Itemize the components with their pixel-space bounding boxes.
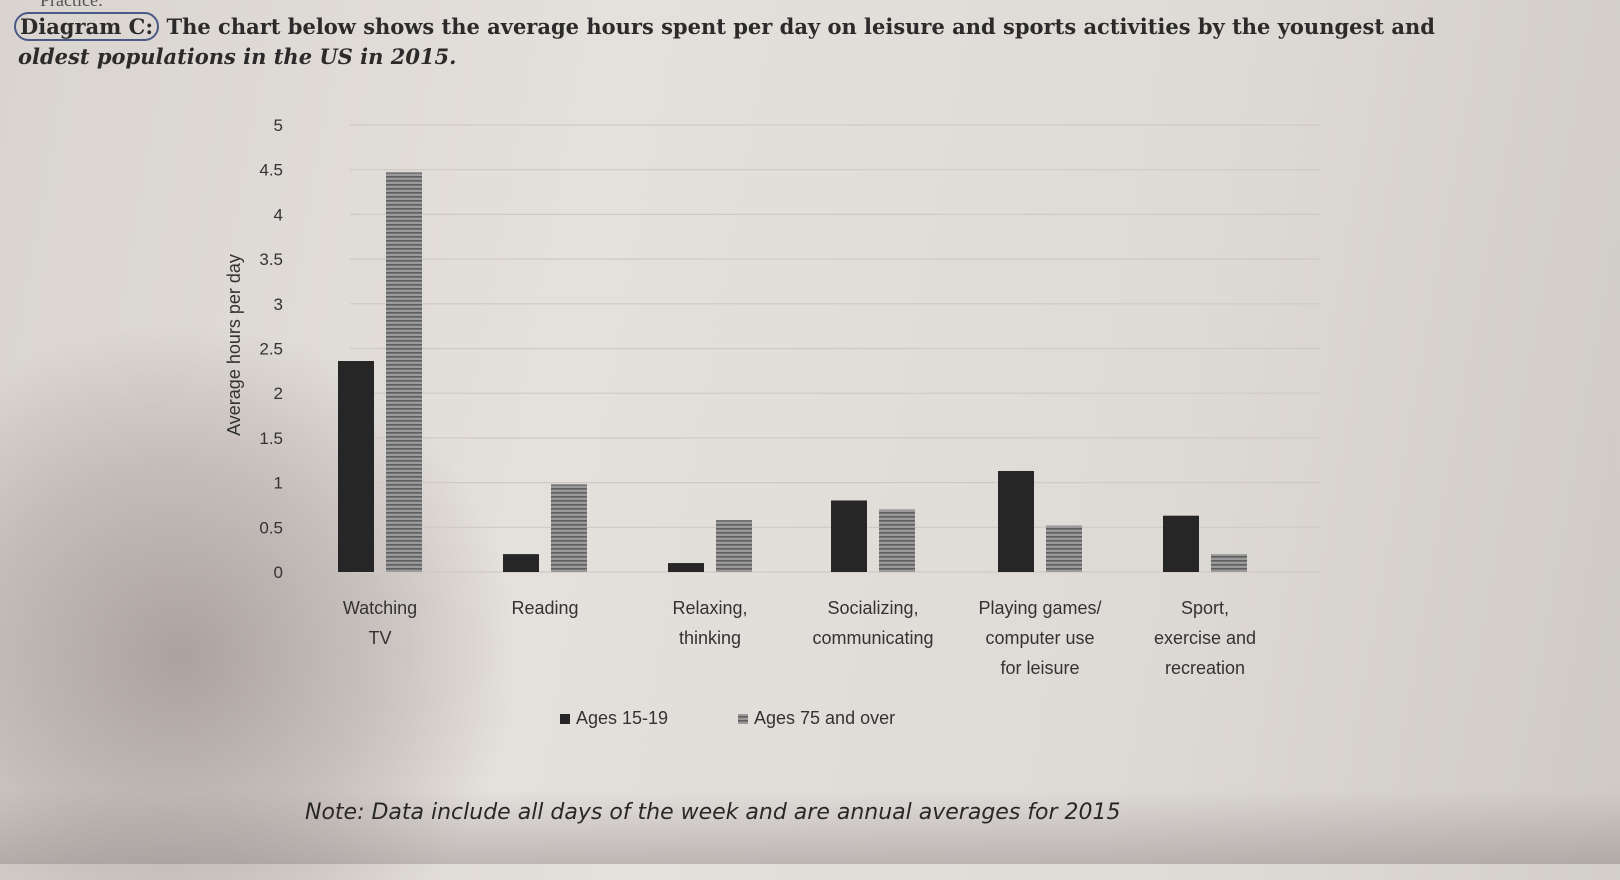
bar-ages-75-and-over [879,509,915,572]
y-tick-label: 1.5 [259,429,283,448]
bar-ages-75-and-over [386,172,422,572]
y-axis-ticks: 0 0.5 1 1.5 2 2.5 3 3.5 4 4.5 5 [259,116,283,582]
x-category-label: Relaxing, [672,598,747,618]
legend-label-ages-15-19: Ages 15-19 [576,708,668,728]
bar-ages-15-19 [338,361,374,572]
y-tick-label: 3 [274,295,283,314]
x-category-label: Playing games/ [978,598,1101,618]
legend-swatch-ages-15-19 [560,714,570,724]
x-axis-labels: Watching TV Reading Relaxing, thinking Social… [343,598,1256,678]
bars [338,172,1247,572]
caption-text-line2: oldest populations in the US in 2015. [18,44,457,69]
legend-label-ages-75-and-over: Ages 75 and over [754,708,895,728]
y-tick-label: 5 [274,116,283,135]
x-category-label: recreation [1165,658,1245,678]
bar-ages-15-19 [831,500,867,572]
x-category-label: Sport, [1181,598,1229,618]
x-category-label: exercise and [1154,628,1256,648]
y-tick-label: 3.5 [259,250,283,269]
bar-ages-75-and-over [1211,554,1247,572]
bar-ages-75-and-over [716,520,752,572]
y-tick-label: 2 [274,384,283,403]
y-axis-title: Average hours per day [224,254,244,436]
x-category-label: Reading [511,598,578,618]
caption-text: The chart below shows the average hours … [159,14,1435,39]
x-category-label: thinking [679,628,741,648]
y-tick-label: 1 [274,474,283,493]
legend: Ages 15-19 Ages 75 and over [560,708,895,728]
legend-swatch-ages-75-and-over [738,714,748,724]
bar-ages-15-19 [1163,515,1199,572]
caption-lead: Diagram C: [14,12,160,41]
x-category-label: communicating [812,628,933,648]
chart-note: Note: Data include all days of the week … [305,800,1121,825]
diagram-caption: Diagram C: The chart below shows the ave… [14,12,1478,72]
y-tick-label: 2.5 [259,340,283,359]
bar-ages-15-19 [503,554,539,572]
x-category-label: TV [368,628,391,648]
x-category-label: computer use [985,628,1094,648]
bar-ages-75-and-over [551,484,587,572]
bar-ages-15-19 [668,563,704,572]
bar-ages-15-19 [998,470,1034,572]
y-tick-label: 4 [274,205,283,224]
bar-ages-75-and-over [1046,525,1082,572]
x-category-label: for leisure [1000,658,1079,678]
cropped-heading: Practice: [40,0,103,10]
y-tick-label: 4.5 [259,161,283,180]
x-category-label: Socializing, [827,598,918,618]
x-category-label: Watching [343,598,417,618]
y-tick-label: 0 [274,563,283,582]
y-tick-label: 0.5 [259,518,283,537]
